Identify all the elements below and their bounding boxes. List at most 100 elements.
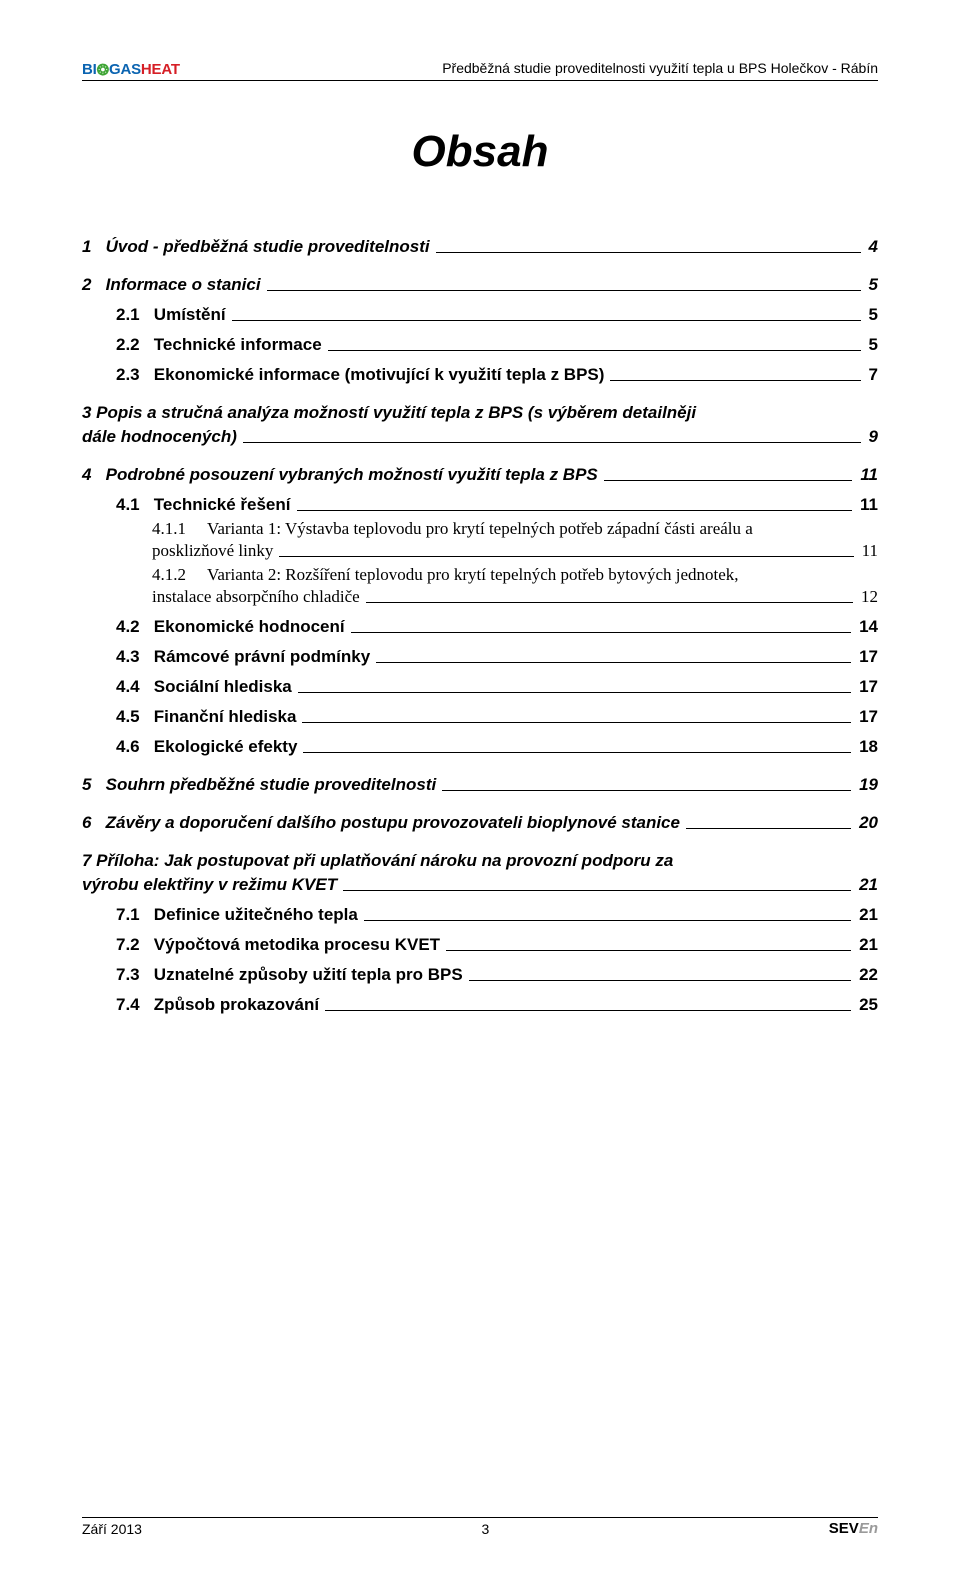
toc-item: 4.2 Ekonomické hodnocení 14 bbox=[116, 617, 878, 637]
toc-leader bbox=[436, 252, 861, 253]
table-of-contents: 1 Úvod - předběžná studie proveditelnost… bbox=[82, 237, 878, 1015]
logo-seven-sev: SEV bbox=[829, 1520, 859, 1537]
toc-label: 4 Podrobné posouzení vybraných možností … bbox=[82, 465, 598, 485]
toc-page: 14 bbox=[855, 617, 878, 637]
toc-label-cont: instalace absorpčního chladiče bbox=[152, 587, 360, 607]
logo-seven-en: En bbox=[859, 1520, 878, 1537]
toc-leader bbox=[325, 1010, 851, 1011]
toc-label: 1 Úvod - předběžná studie proveditelnost… bbox=[82, 237, 430, 257]
toc-label: 2.2 Technické informace bbox=[116, 335, 322, 355]
logo-seven: SEVEn bbox=[829, 1520, 878, 1537]
toc-item: 2 Informace o stanici 5 bbox=[82, 275, 878, 295]
toc-item: 4.1 Technické řešení 11 bbox=[116, 495, 878, 515]
toc-page: 11 bbox=[856, 465, 878, 485]
toc-label: 4.1 Technické řešení bbox=[116, 495, 291, 515]
toc-label: 4.1.1 Varianta 1: Výstavba teplovodu pro… bbox=[152, 519, 878, 539]
toc-item: 4 Podrobné posouzení vybraných možností … bbox=[82, 465, 878, 485]
toc-label: 4.5 Finanční hlediska bbox=[116, 707, 296, 727]
toc-page: 18 bbox=[855, 737, 878, 757]
logo-biogasheat: BI❂GASHEAT bbox=[82, 60, 180, 78]
toc-label-cont: dále hodnocených) bbox=[82, 427, 237, 447]
toc-item: 4.5 Finanční hlediska 17 bbox=[116, 707, 878, 727]
toc-item: 4.1.2 Varianta 2: Rozšíření teplovodu pr… bbox=[152, 565, 878, 607]
toc-label: 4.6 Ekologické efekty bbox=[116, 737, 297, 757]
toc-leader bbox=[328, 350, 861, 351]
footer: Září 2013 3 SEVEn bbox=[82, 1517, 878, 1537]
toc-item: 2.2 Technické informace 5 bbox=[116, 335, 878, 355]
toc-leader bbox=[232, 320, 861, 321]
toc-label: 7.4 Způsob prokazování bbox=[116, 995, 319, 1015]
toc-item: 7.4 Způsob prokazování 25 bbox=[116, 995, 878, 1015]
toc-item: 4.4 Sociální hlediska 17 bbox=[116, 677, 878, 697]
toc-page: 11 bbox=[858, 541, 878, 561]
toc-label-cont: výrobu elektřiny v režimu KVET bbox=[82, 875, 337, 895]
toc-item: 7.2 Výpočtová metodika procesu KVET 21 bbox=[116, 935, 878, 955]
toc-page: 22 bbox=[855, 965, 878, 985]
toc-leader bbox=[469, 980, 851, 981]
toc-leader bbox=[610, 380, 860, 381]
toc-leader bbox=[686, 828, 851, 829]
footer-page-number: 3 bbox=[481, 1521, 489, 1537]
toc-leader bbox=[442, 790, 851, 791]
toc-item: 4.6 Ekologické efekty 18 bbox=[116, 737, 878, 757]
toc-leader bbox=[446, 950, 851, 951]
toc-leader bbox=[302, 722, 851, 723]
toc-item: 5 Souhrn předběžné studie proveditelnost… bbox=[82, 775, 878, 795]
page-title: Obsah bbox=[82, 127, 878, 177]
toc-leader bbox=[297, 510, 853, 511]
toc-page: 4 bbox=[865, 237, 878, 257]
toc-page: 25 bbox=[855, 995, 878, 1015]
toc-page: 5 bbox=[865, 275, 878, 295]
toc-leader bbox=[351, 632, 851, 633]
toc-page: 19 bbox=[855, 775, 878, 795]
toc-item: 3 Popis a stručná analýza možností využi… bbox=[82, 403, 878, 447]
toc-page: 20 bbox=[855, 813, 878, 833]
toc-leader bbox=[267, 290, 861, 291]
toc-leader bbox=[243, 442, 861, 443]
toc-page: 9 bbox=[865, 427, 878, 447]
logo-part-gas: GAS bbox=[109, 61, 141, 78]
toc-page: 5 bbox=[865, 335, 878, 355]
toc-item: 7.3 Uznatelné způsoby užití tepla pro BP… bbox=[116, 965, 878, 985]
toc-label-cont: posklizňové linky bbox=[152, 541, 273, 561]
toc-page: 7 bbox=[865, 365, 878, 385]
toc-page: 21 bbox=[855, 935, 878, 955]
toc-leader bbox=[364, 920, 851, 921]
toc-page: 21 bbox=[855, 905, 878, 925]
toc-item: 4.1.1 Varianta 1: Výstavba teplovodu pro… bbox=[152, 519, 878, 561]
leaf-icon: ❂ bbox=[97, 61, 109, 79]
toc-label: 2.1 Umístění bbox=[116, 305, 226, 325]
toc-item: 1 Úvod - předběžná studie proveditelnost… bbox=[82, 237, 878, 257]
toc-label: 4.4 Sociální hlediska bbox=[116, 677, 292, 697]
header-subtitle: Předběžná studie proveditelnosti využití… bbox=[442, 60, 878, 76]
toc-item: 2.1 Umístění 5 bbox=[116, 305, 878, 325]
toc-page: 17 bbox=[855, 707, 878, 727]
toc-leader bbox=[298, 692, 851, 693]
toc-leader bbox=[279, 556, 853, 557]
toc-page: 12 bbox=[857, 587, 878, 607]
toc-label: 4.2 Ekonomické hodnocení bbox=[116, 617, 345, 637]
toc-page: 11 bbox=[856, 495, 878, 515]
toc-label: 7.3 Uznatelné způsoby užití tepla pro BP… bbox=[116, 965, 463, 985]
toc-label: 7 Příloha: Jak postupovat při uplatňován… bbox=[82, 851, 878, 871]
toc-page: 17 bbox=[855, 677, 878, 697]
toc-label: 2 Informace o stanici bbox=[82, 275, 261, 295]
toc-leader bbox=[366, 602, 853, 603]
footer-date: Září 2013 bbox=[82, 1521, 142, 1537]
toc-leader bbox=[343, 890, 851, 891]
toc-label: 3 Popis a stručná analýza možností využi… bbox=[82, 403, 878, 423]
toc-page: 21 bbox=[855, 875, 878, 895]
logo-part-heat: HEAT bbox=[141, 61, 180, 78]
toc-label: 7.2 Výpočtová metodika procesu KVET bbox=[116, 935, 440, 955]
logo-part-bi: BI bbox=[82, 61, 97, 78]
toc-leader bbox=[604, 480, 853, 481]
toc-item: 6 Závěry a doporučení dalšího postupu pr… bbox=[82, 813, 878, 833]
header: BI❂GASHEAT Předběžná studie proveditelno… bbox=[82, 60, 878, 81]
toc-label: 5 Souhrn předběžné studie proveditelnost… bbox=[82, 775, 436, 795]
toc-page: 17 bbox=[855, 647, 878, 667]
toc-item: 7.1 Definice užitečného tepla 21 bbox=[116, 905, 878, 925]
toc-item: 2.3 Ekonomické informace (motivující k v… bbox=[116, 365, 878, 385]
toc-label: 2.3 Ekonomické informace (motivující k v… bbox=[116, 365, 604, 385]
toc-label: 7.1 Definice užitečného tepla bbox=[116, 905, 358, 925]
toc-item: 4.3 Rámcové právní podmínky 17 bbox=[116, 647, 878, 667]
